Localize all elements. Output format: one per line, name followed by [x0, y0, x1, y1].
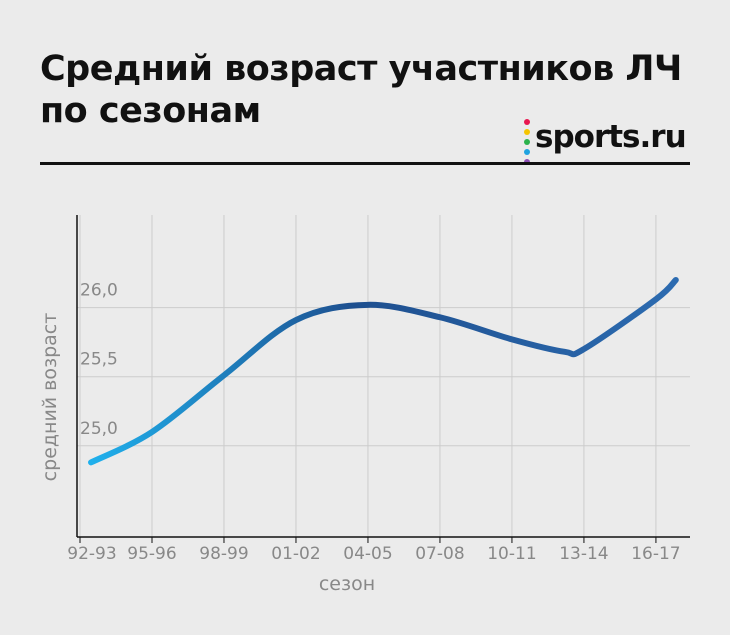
x-tick-label: 98-99 — [199, 544, 248, 564]
x-tick-label: 92-93 — [67, 544, 116, 564]
x-axis-label: сезон — [319, 573, 375, 595]
x-tick-label: 95-96 — [127, 544, 176, 564]
x-tick-label: 07-08 — [415, 544, 464, 564]
logo: sports.ru — [535, 119, 686, 155]
chart-title: Средний возраст участников ЛЧ — [40, 49, 682, 89]
y-tick-label: 25,5 — [80, 350, 118, 370]
x-tick-label: 04-05 — [343, 544, 392, 564]
y-tick-label: 25,0 — [80, 419, 118, 439]
chart-title: по сезонам — [40, 91, 261, 131]
x-tick-label: 01-02 — [271, 544, 320, 564]
data-line — [88, 276, 679, 466]
x-tick-label: 16-17 — [631, 544, 680, 564]
y-tick-label: 26,0 — [80, 281, 118, 301]
logo-dots — [524, 119, 530, 165]
y-axis-label: средний возраст — [39, 313, 61, 482]
divider — [40, 162, 690, 165]
x-tick-label: 13-14 — [559, 544, 608, 564]
x-tick-label: 10-11 — [487, 544, 536, 564]
